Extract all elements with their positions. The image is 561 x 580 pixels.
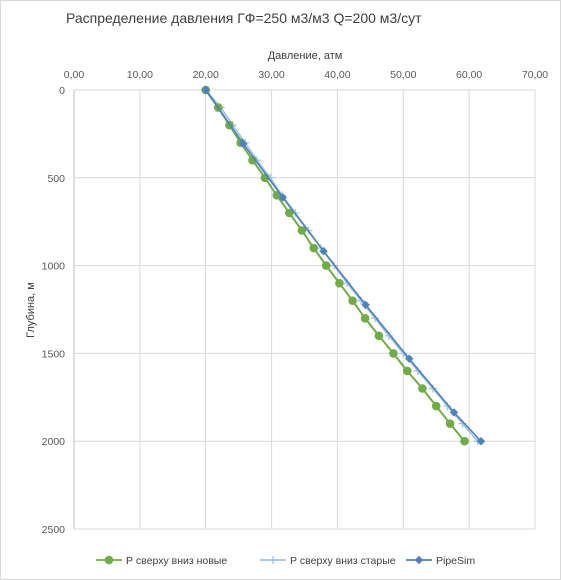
data-point	[239, 139, 248, 148]
data-point	[297, 226, 307, 235]
data-point	[319, 247, 328, 256]
data-point	[428, 384, 437, 393]
x-tick-label: 60,00	[456, 69, 482, 81]
legend-label: PipeSim	[436, 555, 475, 567]
legend-item: Р сверху вниз новые	[96, 555, 227, 567]
y-tick-label: 1500	[42, 348, 66, 360]
data-point	[460, 436, 469, 446]
x-axis-title: Давление, атм	[268, 50, 343, 62]
data-point	[278, 193, 287, 202]
data-point	[104, 555, 114, 565]
series-1	[201, 85, 469, 446]
data-point	[269, 556, 277, 564]
y-tick-label: 2000	[42, 436, 66, 448]
data-point	[414, 555, 424, 565]
legend-item: PipeSim	[406, 555, 475, 567]
data-point	[285, 208, 294, 218]
y-tick-label: 0	[59, 85, 65, 97]
series-line	[205, 89, 482, 442]
legend-label: Р сверху вниз старые	[290, 555, 396, 567]
data-point	[309, 243, 319, 253]
data-point	[418, 384, 427, 393]
data-point	[476, 437, 486, 446]
x-tick-label: 0,00	[64, 69, 85, 81]
data-point	[389, 349, 398, 358]
y-axis-title: Глубина, м	[25, 282, 37, 338]
data-point	[348, 296, 357, 306]
data-point	[374, 331, 384, 341]
data-point	[361, 300, 370, 310]
series-layer	[201, 85, 486, 446]
data-point	[402, 366, 412, 376]
chart-title: Распределение давления ГФ=250 м3/м3 Q=20…	[66, 10, 422, 26]
series-3	[201, 85, 486, 446]
gridlines	[73, 89, 536, 530]
x-tick-label: 30,00	[258, 69, 284, 81]
data-point	[201, 85, 210, 95]
x-tick-label: 50,00	[390, 69, 416, 81]
data-point	[360, 313, 370, 323]
x-tick-label: 20,00	[193, 69, 219, 81]
data-point	[405, 354, 414, 363]
y-tick-label: 500	[47, 173, 65, 185]
y-tick-label: 2500	[42, 524, 66, 536]
data-point	[431, 401, 441, 411]
y-tick-label: 1000	[42, 261, 66, 273]
data-point	[321, 261, 331, 270]
x-tick-label: 70,00	[522, 69, 548, 81]
x-tick-label: 40,00	[324, 69, 350, 81]
legend-label: Р сверху вниз новые	[126, 555, 227, 567]
legend: Р сверху вниз новые Р сверху вниз старые P…	[96, 555, 475, 567]
data-point	[449, 408, 459, 417]
y-tick-labels: 0 500 1000 1500 2000 2500	[42, 85, 66, 536]
data-point	[335, 278, 344, 288]
data-point	[445, 419, 455, 428]
legend-item: Р сверху вниз старые	[260, 555, 396, 567]
x-tick-labels: 0,00 10,00 20,00 30,00 40,00 50,00 60,00 70,00	[64, 69, 549, 81]
x-tick-label: 10,00	[127, 69, 153, 81]
